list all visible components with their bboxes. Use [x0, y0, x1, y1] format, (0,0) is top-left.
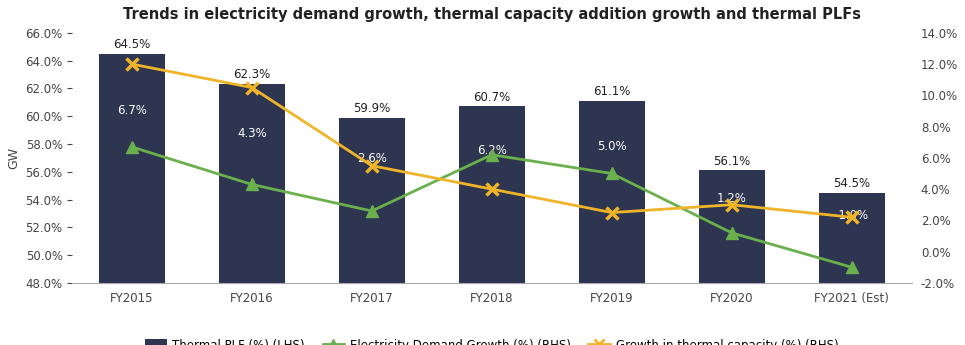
- Legend: Thermal PLF (%) (LHS), Electricity Demand Growth (%) (RHS), Growth in thermal ca: Thermal PLF (%) (LHS), Electricity Deman…: [141, 334, 843, 345]
- Bar: [98, 54, 165, 345]
- Y-axis label: GW: GW: [7, 147, 20, 169]
- Text: 1.2%: 1.2%: [717, 192, 747, 205]
- Text: 2.6%: 2.6%: [357, 152, 387, 165]
- Text: 4.3%: 4.3%: [236, 127, 266, 140]
- Bar: [699, 170, 765, 345]
- Bar: [818, 193, 885, 345]
- Text: 6.7%: 6.7%: [117, 105, 147, 118]
- Text: -1.0%: -1.0%: [835, 209, 868, 222]
- Text: 61.1%: 61.1%: [593, 85, 630, 98]
- Text: 5.0%: 5.0%: [597, 140, 626, 153]
- Bar: [339, 118, 404, 345]
- Text: 6.2%: 6.2%: [477, 144, 507, 157]
- Text: 56.1%: 56.1%: [713, 155, 751, 168]
- Text: 60.7%: 60.7%: [473, 91, 510, 104]
- Bar: [579, 101, 645, 345]
- Title: Trends in electricity demand growth, thermal capacity addition growth and therma: Trends in electricity demand growth, the…: [123, 7, 861, 22]
- Bar: [458, 107, 525, 345]
- Text: 62.3%: 62.3%: [234, 68, 270, 81]
- Text: 64.5%: 64.5%: [113, 38, 151, 51]
- Text: 54.5%: 54.5%: [833, 177, 870, 190]
- Text: 59.9%: 59.9%: [353, 102, 391, 115]
- Bar: [219, 84, 285, 345]
